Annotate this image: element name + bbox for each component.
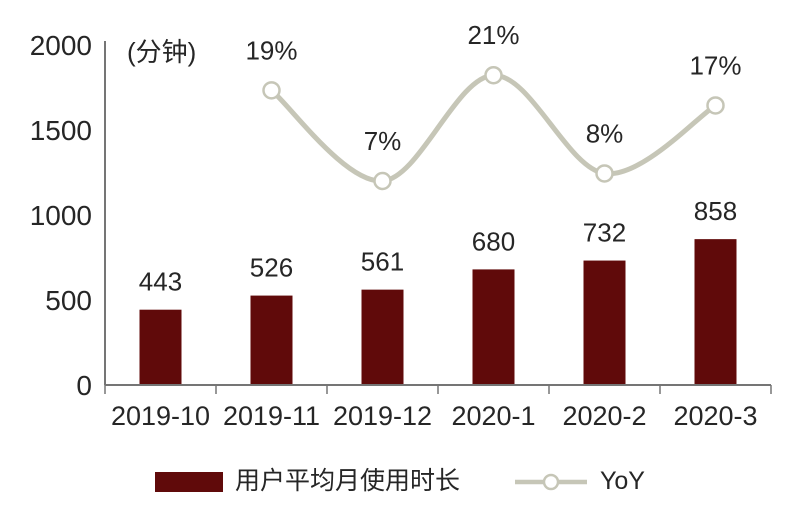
yoy-marker: [706, 96, 725, 115]
x-category-label: 2019-11: [223, 401, 320, 431]
bar: [361, 289, 404, 384]
x-category-label: 2020-2: [562, 401, 646, 431]
unit-label: (分钟): [127, 37, 196, 67]
yoy-marker: [484, 65, 503, 85]
y-tick-label: 500: [45, 285, 92, 316]
legend-item-line-series: YoY: [514, 469, 645, 494]
y-tick-label: 2000: [30, 30, 92, 61]
x-category-label: 2019-10: [111, 401, 210, 431]
yoy-value-label: 7%: [364, 126, 402, 156]
bar-value-label: 561: [361, 247, 404, 277]
bar: [250, 295, 293, 384]
legend-line-swatch-icon: [515, 473, 588, 490]
legend: 用户平均月使用时长 YoY: [0, 469, 800, 494]
yoy-value-label: 21%: [467, 20, 519, 50]
bar-value-label: 732: [583, 218, 626, 248]
y-tick-label: 0: [76, 370, 92, 401]
bar: [139, 309, 182, 384]
yoy-marker: [373, 171, 392, 191]
legend-item-bar-series: 用户平均月使用时长: [155, 469, 460, 494]
yoy-marker: [595, 164, 614, 183]
bar-value-label: 858: [694, 196, 737, 226]
bar-value-label: 680: [472, 226, 515, 256]
x-category-label: 2019-12: [333, 401, 432, 431]
y-tick-label: 1000: [30, 200, 92, 231]
bar: [694, 239, 737, 384]
bar: [472, 269, 515, 384]
legend-line-label: YoY: [600, 467, 645, 495]
bar-value-label: 443: [139, 267, 182, 297]
x-category-label: 2020-1: [451, 401, 535, 431]
legend-bar-label: 用户平均月使用时长: [235, 467, 461, 495]
bar-value-label: 526: [250, 253, 293, 283]
legend-bar-swatch-icon: [155, 471, 223, 492]
yoy-marker: [262, 81, 281, 100]
yoy-value-label: 19%: [245, 35, 297, 65]
bar: [583, 260, 626, 384]
usage-time-yoy-combo-chart: 443 526 561 680 732 858 0 500 1000 1500 2000 2019-1…: [30, 20, 772, 431]
yoy-value-label: 17%: [689, 50, 741, 80]
yoy-line: [269, 72, 718, 184]
y-tick-label: 1500: [30, 115, 92, 146]
yoy-value-label: 8%: [586, 118, 624, 148]
x-category-label: 2020-3: [673, 401, 757, 431]
